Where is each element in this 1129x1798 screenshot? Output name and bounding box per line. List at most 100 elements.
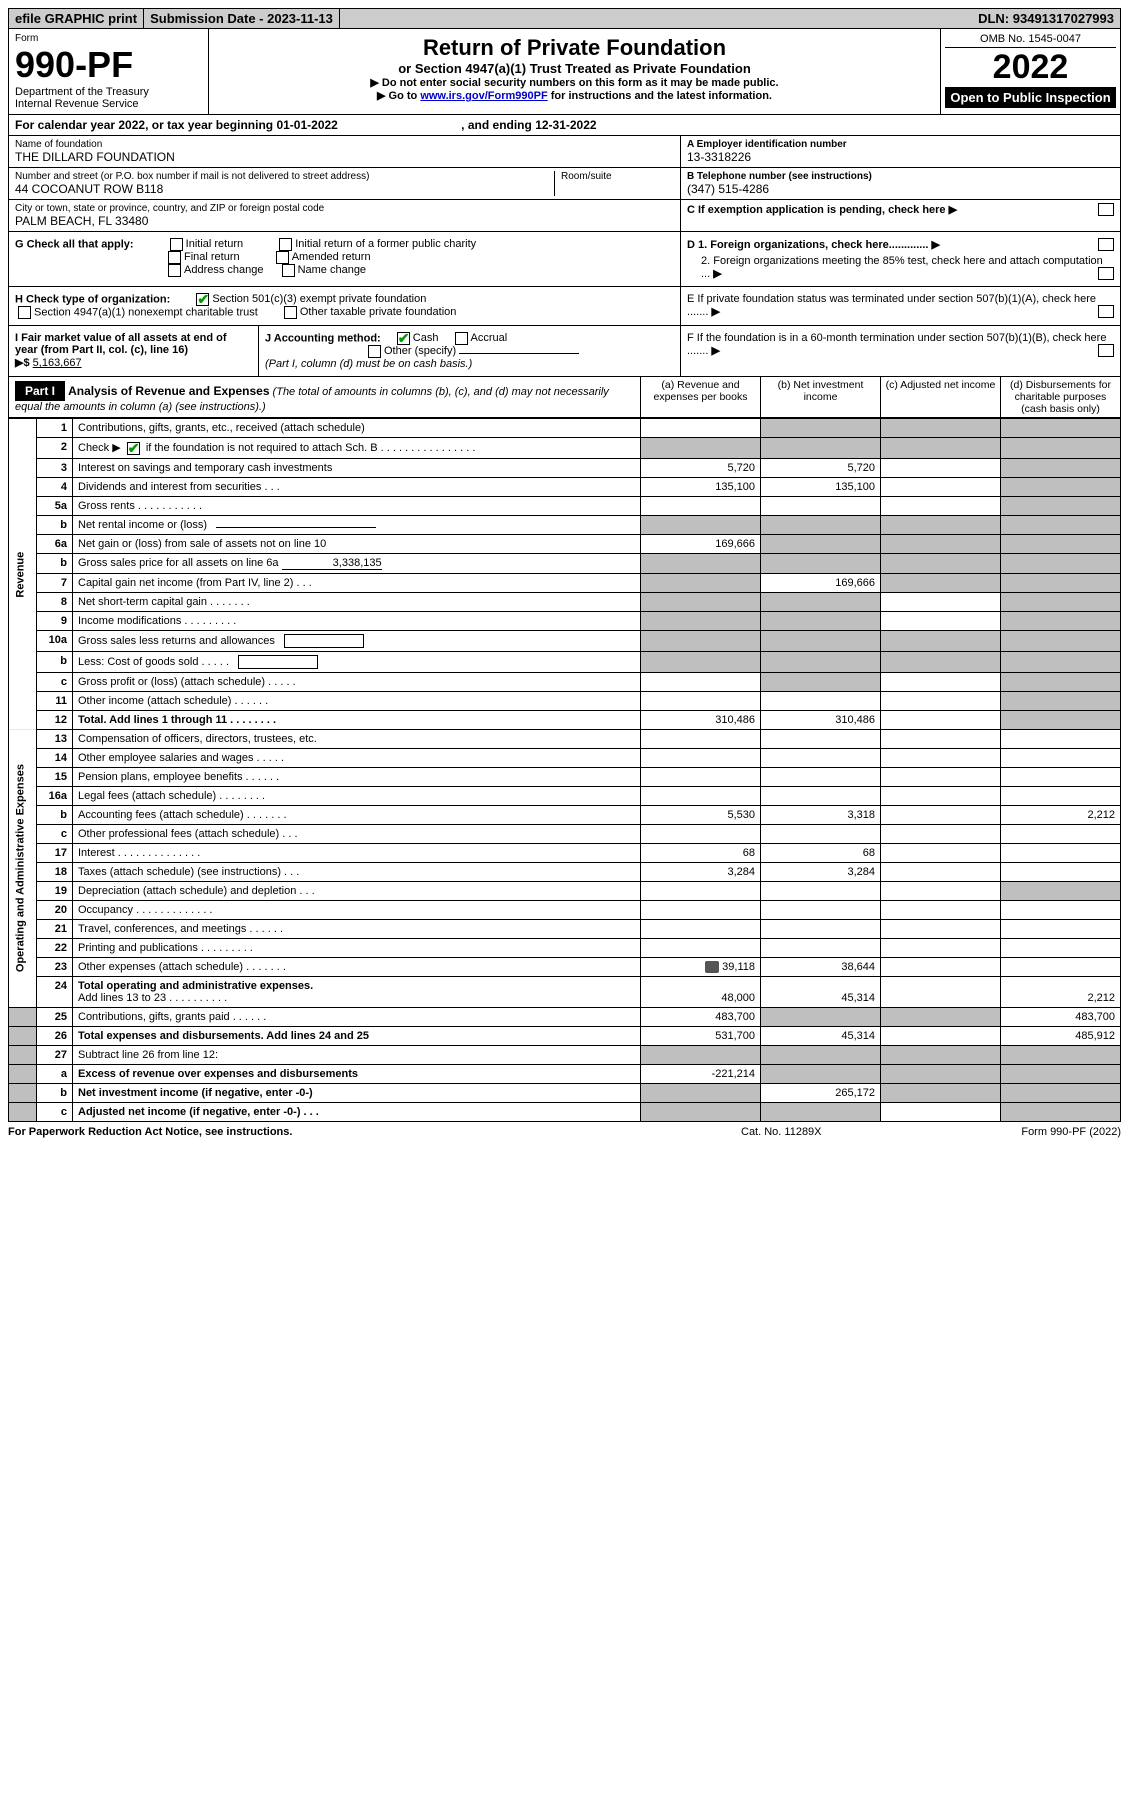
cb-cash[interactable] xyxy=(397,332,410,345)
cb-name-change[interactable] xyxy=(282,264,295,277)
street-address: 44 COCOANUT ROW B118 xyxy=(15,182,554,196)
tax-year: 2022 xyxy=(945,48,1116,87)
room-suite-label: Room/suite xyxy=(561,171,674,182)
cb-initial-pc[interactable] xyxy=(279,238,292,251)
cat-no: Cat. No. 11289X xyxy=(741,1126,941,1138)
row-27c: c Adjusted net income (if negative, ente… xyxy=(9,1102,1121,1121)
cb-e[interactable] xyxy=(1098,305,1114,318)
info-right: A Employer identification number 13-3318… xyxy=(680,136,1120,231)
top-bar: efile GRAPHIC print Submission Date - 20… xyxy=(8,8,1121,29)
checks-h-e: H Check type of organization: Section 50… xyxy=(8,287,1121,326)
attach-icon[interactable] xyxy=(705,961,719,973)
cb-f[interactable] xyxy=(1098,344,1114,357)
row-12: 12 Total. Add lines 1 through 11 . . . .… xyxy=(9,710,1121,729)
row-19: 19Depreciation (attach schedule) and dep… xyxy=(9,881,1121,900)
col-c-header: (c) Adjusted net income xyxy=(880,377,1000,417)
tel-cell: B Telephone number (see instructions) (3… xyxy=(681,168,1120,200)
row-16c: cOther professional fees (attach schedul… xyxy=(9,824,1121,843)
cb-4947[interactable] xyxy=(18,306,31,319)
form-subtitle: or Section 4947(a)(1) Trust Treated as P… xyxy=(215,61,934,76)
ij-block: I Fair market value of all assets at end… xyxy=(9,326,680,376)
row-18: 18 Taxes (attach schedule) (see instruct… xyxy=(9,862,1121,881)
row-27a: a Excess of revenue over expenses and di… xyxy=(9,1064,1121,1083)
dln: DLN: 93491317027993 xyxy=(972,9,1120,28)
row-13: Operating and Administrative Expenses 13… xyxy=(9,729,1121,748)
row-20: 20Occupancy . . . . . . . . . . . . . xyxy=(9,900,1121,919)
checks-ij-f: I Fair market value of all assets at end… xyxy=(8,326,1121,377)
form-number: 990-PF xyxy=(15,44,202,86)
f-60month: F If the foundation is in a 60-month ter… xyxy=(680,326,1120,376)
instr-ssn: ▶ Do not enter social security numbers o… xyxy=(215,76,934,89)
cb-accrual[interactable] xyxy=(455,332,468,345)
paperwork-notice: For Paperwork Reduction Act Notice, see … xyxy=(8,1126,741,1138)
cb-sch-b[interactable] xyxy=(127,442,140,455)
row-7: 7 Capital gain net income (from Part IV,… xyxy=(9,573,1121,592)
city-state-zip: PALM BEACH, FL 33480 xyxy=(15,214,674,228)
row-17: 17 Interest . . . . . . . . . . . . . . … xyxy=(9,843,1121,862)
cb-final-return[interactable] xyxy=(168,251,181,264)
part1-badge: Part I xyxy=(15,381,65,401)
expenses-side-label: Operating and Administrative Expenses xyxy=(9,729,37,1007)
cb-initial-return[interactable] xyxy=(170,238,183,251)
address-cell: Number and street (or P.O. box number if… xyxy=(9,168,680,200)
cb-d1[interactable] xyxy=(1098,238,1114,251)
submission-date: Submission Date - 2023-11-13 xyxy=(144,9,340,28)
row-10c: c Gross profit or (loss) (attach schedul… xyxy=(9,672,1121,691)
row-16a: 16aLegal fees (attach schedule) . . . . … xyxy=(9,786,1121,805)
header-right: OMB No. 1545-0047 2022 Open to Public In… xyxy=(940,29,1120,114)
name-cell: Name of foundation THE DILLARD FOUNDATIO… xyxy=(9,136,680,168)
cb-amended[interactable] xyxy=(276,251,289,264)
dept-treasury: Department of the Treasury xyxy=(15,86,202,98)
e-terminated: E If private foundation status was termi… xyxy=(680,287,1120,325)
form-header: Form 990-PF Department of the Treasury I… xyxy=(8,29,1121,115)
col-d-header: (d) Disbursements for charitable purpose… xyxy=(1000,377,1120,417)
h-org-type: H Check type of organization: Section 50… xyxy=(9,287,680,325)
row-2: 2 Check ▶ if the foundation is not requi… xyxy=(9,438,1121,459)
checks-g-d: G Check all that apply: Initial return I… xyxy=(8,232,1121,287)
row-15: 15Pension plans, employee benefits . . .… xyxy=(9,767,1121,786)
cb-other-taxable[interactable] xyxy=(284,306,297,319)
cb-other-method[interactable] xyxy=(368,345,381,358)
header-left: Form 990-PF Department of the Treasury I… xyxy=(9,29,209,114)
col-a-header: (a) Revenue and expenses per books xyxy=(640,377,760,417)
ein: 13-3318226 xyxy=(687,150,1114,164)
row-23: 23 Other expenses (attach schedule) . . … xyxy=(9,957,1121,976)
form-label: Form xyxy=(15,33,202,44)
omb-number: OMB No. 1545-0047 xyxy=(945,33,1116,48)
fmv-value: 5,163,667 xyxy=(33,357,82,369)
city-cell: City or town, state or province, country… xyxy=(9,200,680,231)
row-5b: b Net rental income or (loss) xyxy=(9,515,1121,534)
row-3: 3 Interest on savings and temporary cash… xyxy=(9,458,1121,477)
form990pf-link[interactable]: www.irs.gov/Form990PF xyxy=(420,90,547,102)
part1-header-row: Part I Analysis of Revenue and Expenses … xyxy=(8,377,1121,418)
cb-501c3[interactable] xyxy=(196,293,209,306)
efile-label: efile GRAPHIC print xyxy=(9,9,144,28)
instr-link: ▶ Go to www.irs.gov/Form990PF for instru… xyxy=(215,89,934,102)
part1-table: Revenue 1 Contributions, gifts, grants, … xyxy=(8,418,1121,1122)
row-26: 26 Total expenses and disbursements. Add… xyxy=(9,1026,1121,1045)
telephone: (347) 515-4286 xyxy=(687,182,1114,196)
part1-desc: Part I Analysis of Revenue and Expenses … xyxy=(9,377,640,417)
row-27b: b Net investment income (if negative, en… xyxy=(9,1083,1121,1102)
header-center: Return of Private Foundation or Section … xyxy=(209,29,940,114)
page-footer: For Paperwork Reduction Act Notice, see … xyxy=(8,1122,1121,1142)
row-14: 14Other employee salaries and wages . . … xyxy=(9,748,1121,767)
row-24: 24 Total operating and administrative ex… xyxy=(9,976,1121,1007)
d-foreign-orgs: D 1. Foreign organizations, check here..… xyxy=(680,232,1120,286)
row-4: 4 Dividends and interest from securities… xyxy=(9,477,1121,496)
row-10b: b Less: Cost of goods sold . . . . . xyxy=(9,651,1121,672)
row-10a: 10a Gross sales less returns and allowan… xyxy=(9,630,1121,651)
calendar-year-row: For calendar year 2022, or tax year begi… xyxy=(8,115,1121,136)
row-22: 22Printing and publications . . . . . . … xyxy=(9,938,1121,957)
arrow-icon: ▶ xyxy=(949,204,957,216)
row-25: 25 Contributions, gifts, grants paid . .… xyxy=(9,1007,1121,1026)
row-1: Revenue 1 Contributions, gifts, grants, … xyxy=(9,419,1121,438)
c-checkbox[interactable] xyxy=(1098,203,1114,216)
form-footer: Form 990-PF (2022) xyxy=(941,1126,1121,1138)
cb-address-change[interactable] xyxy=(168,264,181,277)
cb-d2[interactable] xyxy=(1098,267,1114,280)
foundation-info: Name of foundation THE DILLARD FOUNDATIO… xyxy=(8,136,1121,232)
row-27: 27 Subtract line 26 from line 12: xyxy=(9,1045,1121,1064)
info-left: Name of foundation THE DILLARD FOUNDATIO… xyxy=(9,136,680,231)
row-6b: b Gross sales price for all assets on li… xyxy=(9,553,1121,573)
